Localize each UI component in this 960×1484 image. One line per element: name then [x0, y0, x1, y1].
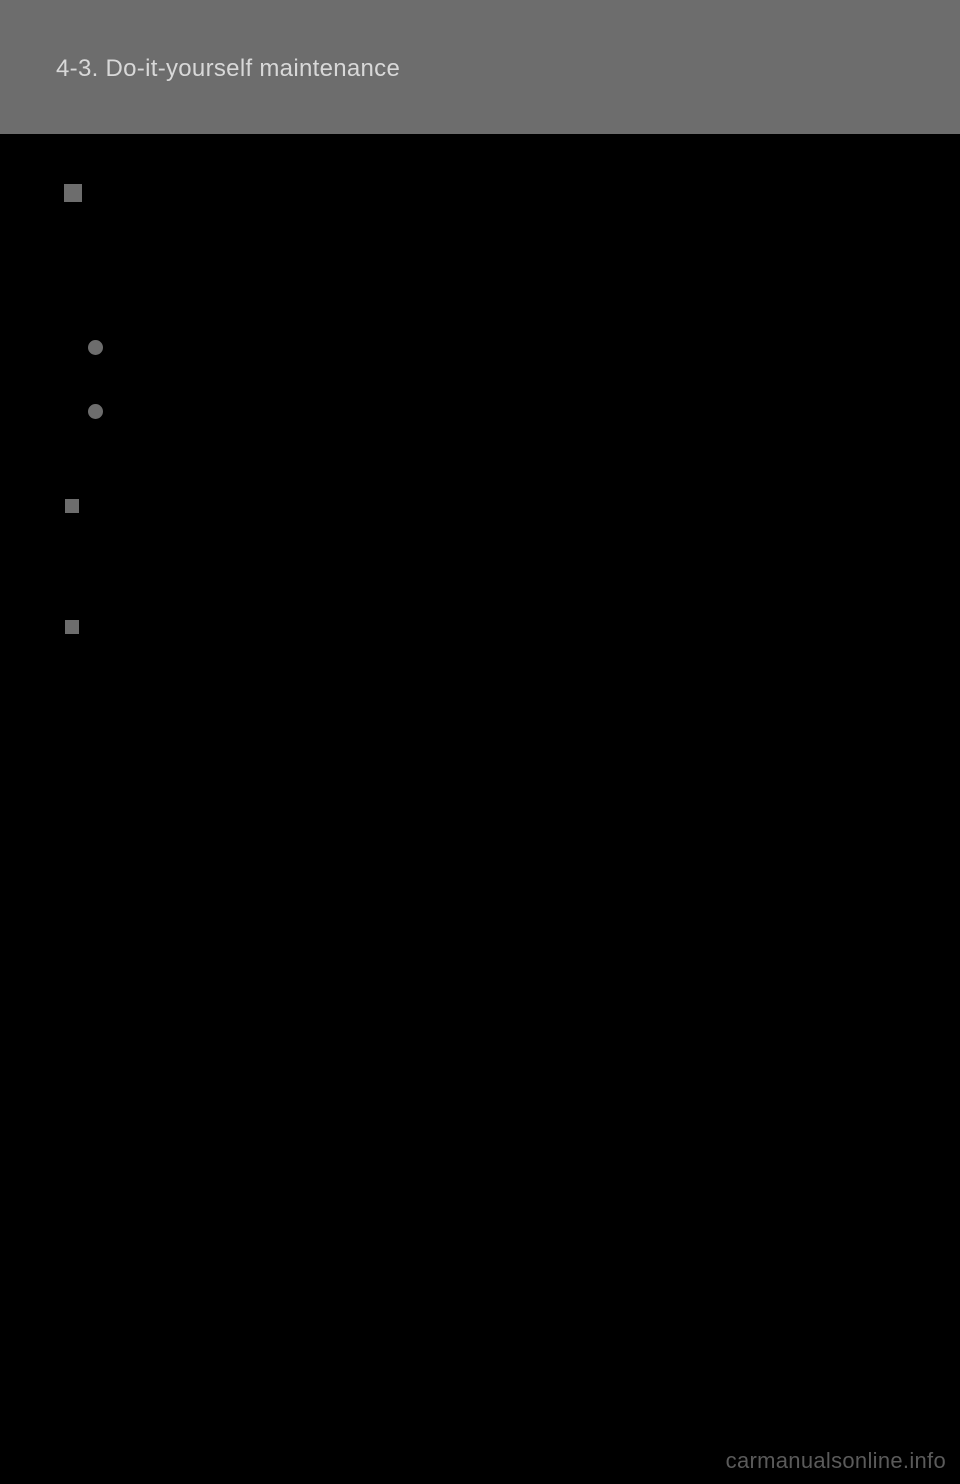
circle-bullet-icon [88, 404, 103, 419]
header-bar: 4-3. Do-it-yourself maintenance [0, 0, 960, 134]
section-title: 4-3. Do-it-yourself maintenance [56, 55, 400, 83]
bullet-item-2 [88, 338, 904, 356]
bullet-item-3 [88, 402, 904, 420]
bullet-item-5 [65, 618, 904, 636]
square-bullet-icon [64, 184, 82, 202]
bullet-item-1 [64, 182, 904, 202]
watermark: carmanualsonline.info [726, 1448, 946, 1474]
circle-bullet-icon [88, 340, 103, 355]
square-bullet-icon [65, 499, 79, 513]
bullet-item-4 [65, 497, 904, 515]
content-area [0, 134, 960, 636]
square-bullet-icon [65, 620, 79, 634]
